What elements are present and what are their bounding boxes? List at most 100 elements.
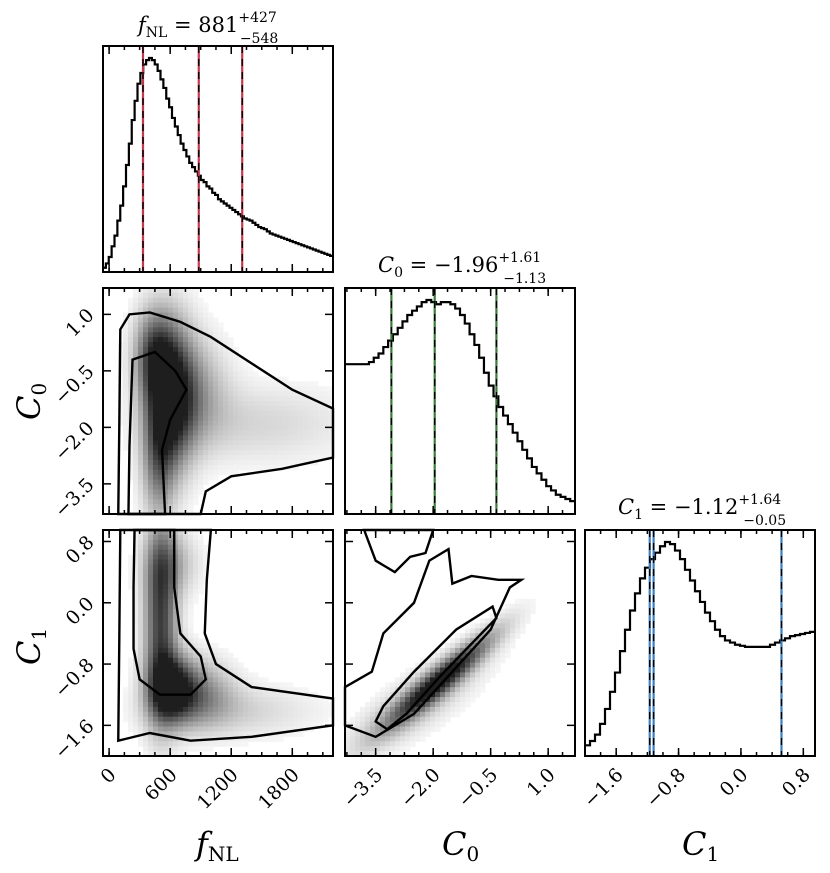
density-cell [173, 361, 179, 368]
density-cell [133, 647, 139, 654]
density-cell [233, 361, 239, 368]
density-cell [505, 628, 511, 634]
density-cell [163, 672, 169, 678]
density-cell [288, 711, 294, 718]
density-cell [223, 721, 229, 728]
density-cell [495, 662, 501, 669]
density-cell [233, 662, 239, 669]
density-cell [178, 435, 184, 441]
density-cell [188, 539, 194, 546]
density-cell [178, 662, 184, 669]
density-cell [243, 445, 249, 451]
density-cell [178, 445, 184, 451]
density-cell [193, 569, 199, 575]
density-cell [218, 692, 224, 698]
density-cell [148, 292, 154, 299]
density-cell [138, 643, 144, 649]
density-cell [183, 662, 189, 669]
density-cell [173, 322, 179, 328]
density-cell [248, 677, 254, 683]
ytick-label-C_0-0: −3.5 [50, 474, 98, 522]
density-cell [500, 657, 506, 664]
density-cell [193, 410, 199, 417]
density-cell [133, 504, 139, 510]
density-cell [168, 574, 174, 580]
density-cell [318, 430, 324, 436]
density-cell [253, 459, 259, 466]
density-cell [313, 455, 319, 461]
density-cell [218, 410, 224, 417]
density-cell [308, 701, 314, 708]
density-cell [233, 381, 239, 387]
density-cell [203, 302, 209, 309]
density-cell [168, 396, 174, 402]
density-cell [525, 608, 531, 615]
density-cell [425, 701, 431, 708]
density-cell [445, 667, 451, 674]
density-cell [203, 420, 209, 427]
density-cell [390, 731, 396, 737]
density-cell [178, 751, 184, 757]
density-cell [203, 307, 209, 314]
density-cell [268, 415, 274, 422]
density-cell [313, 711, 319, 718]
density-cell [360, 746, 366, 752]
density-cell [138, 638, 144, 644]
density-cell [193, 366, 199, 373]
density-cell [183, 539, 189, 546]
density-cell [268, 376, 274, 382]
density-cell [370, 697, 376, 703]
density-cell [188, 667, 194, 674]
density-cell [425, 726, 431, 733]
density-cell [218, 731, 224, 737]
density-cell [203, 716, 209, 723]
density-cell [188, 302, 194, 309]
density-cell [178, 741, 184, 747]
density-cell [440, 721, 446, 728]
density-cell [143, 484, 149, 491]
density-cell [293, 420, 299, 427]
density-cell [178, 618, 184, 624]
density-cell [168, 633, 174, 639]
density-cell [203, 401, 209, 407]
density-cell [293, 405, 299, 412]
density-cell [213, 356, 219, 363]
density-cell [178, 366, 184, 373]
density-cell [283, 459, 289, 466]
density-cell [168, 317, 174, 323]
density-cell [500, 608, 506, 615]
density-cell [243, 711, 249, 718]
density-cell [163, 623, 169, 629]
density-cell [228, 440, 234, 446]
density-cell [380, 711, 386, 718]
density-cell [263, 726, 269, 733]
density-cell [178, 420, 184, 427]
density-cell [223, 371, 229, 378]
density-cell [193, 459, 199, 466]
density-cell [188, 598, 194, 605]
density-cell [405, 726, 411, 733]
density-cell [395, 726, 401, 733]
density-cell [183, 307, 189, 314]
density-cell [133, 391, 139, 397]
density-cell [198, 425, 204, 432]
density-cell [233, 435, 239, 441]
density-cell [133, 687, 139, 693]
density-cell [470, 672, 476, 678]
density-cell [158, 608, 164, 615]
density-cell [193, 361, 199, 368]
density-cell [203, 647, 209, 654]
density-cell [168, 307, 174, 314]
density-cell [173, 297, 179, 304]
density-cell [188, 628, 194, 634]
density-cell [168, 544, 174, 551]
density-cell [465, 687, 471, 693]
density-cell [133, 342, 139, 348]
density-cell [163, 687, 169, 693]
density-cell [158, 721, 164, 728]
density-cell [143, 479, 149, 486]
density-cell [153, 593, 159, 600]
density-cell [193, 721, 199, 728]
density-cell [303, 716, 309, 723]
density-cell [188, 593, 194, 600]
